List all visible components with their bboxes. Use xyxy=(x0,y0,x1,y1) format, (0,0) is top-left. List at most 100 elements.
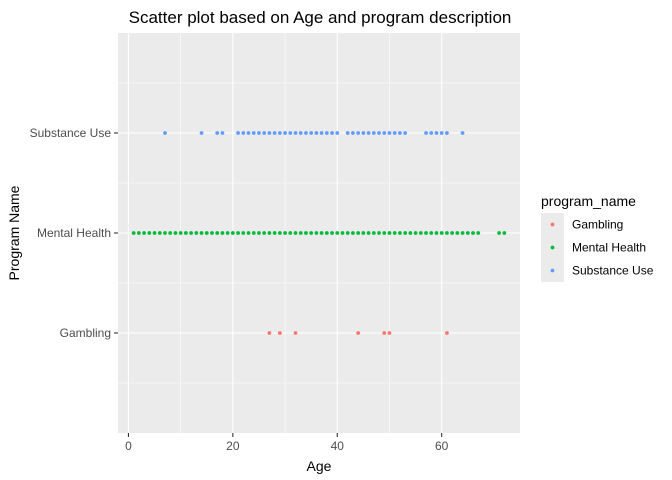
data-point xyxy=(236,231,240,235)
data-point xyxy=(277,231,282,235)
data-point xyxy=(392,231,397,235)
data-point xyxy=(272,231,277,235)
data-point xyxy=(356,231,361,235)
y-tick-label: Gambling xyxy=(60,326,111,340)
data-point xyxy=(309,131,314,135)
x-tick-label: 20 xyxy=(226,439,240,453)
data-point xyxy=(345,131,350,135)
data-point xyxy=(277,131,282,135)
data-point xyxy=(371,131,376,135)
data-point xyxy=(450,231,455,235)
data-point xyxy=(257,231,261,235)
data-point xyxy=(314,231,319,235)
data-point xyxy=(267,331,272,335)
data-point xyxy=(251,231,256,235)
data-point xyxy=(429,231,434,235)
data-point xyxy=(445,131,449,135)
data-point xyxy=(189,231,193,235)
data-point xyxy=(361,231,366,235)
x-tick-label: 60 xyxy=(435,439,449,453)
data-point xyxy=(377,131,381,135)
data-point xyxy=(351,231,355,235)
data-point xyxy=(314,131,319,135)
data-point xyxy=(324,231,329,235)
data-point xyxy=(178,231,183,235)
data-point xyxy=(173,231,178,235)
data-point xyxy=(371,231,376,235)
data-point xyxy=(418,231,423,235)
legend-marker xyxy=(550,222,555,227)
data-point xyxy=(304,131,308,135)
y-tick-label: Substance Use xyxy=(30,126,112,140)
chart-title: Scatter plot based on Age and program de… xyxy=(129,8,512,27)
data-point xyxy=(293,131,298,135)
data-point xyxy=(230,231,235,235)
legend: program_name Gambling Mental Health Substa… xyxy=(541,193,654,282)
data-point xyxy=(309,231,314,235)
data-point xyxy=(215,231,220,235)
data-point xyxy=(246,231,251,235)
data-point xyxy=(147,231,152,235)
data-point xyxy=(424,131,428,135)
data-point xyxy=(262,231,267,235)
data-point xyxy=(293,231,298,235)
data-point xyxy=(351,131,355,135)
data-point xyxy=(199,231,204,235)
data-point xyxy=(215,131,220,135)
data-point xyxy=(288,131,293,135)
data-point xyxy=(330,231,334,235)
data-point xyxy=(398,231,402,235)
data-point xyxy=(377,231,381,235)
data-point xyxy=(152,231,157,235)
data-point xyxy=(225,231,230,235)
data-point xyxy=(502,231,507,235)
data-point xyxy=(142,231,147,235)
data-point xyxy=(398,131,402,135)
data-point xyxy=(131,231,136,235)
data-point xyxy=(168,231,173,235)
data-point xyxy=(382,231,387,235)
data-point xyxy=(204,231,209,235)
data-point xyxy=(246,131,251,135)
data-point xyxy=(356,131,361,135)
data-point xyxy=(476,231,481,235)
data-point xyxy=(429,131,434,135)
data-point xyxy=(251,131,256,135)
data-point xyxy=(340,231,345,235)
x-axis: 0 20 40 60 xyxy=(125,433,449,453)
legend-marker xyxy=(550,268,555,273)
data-point xyxy=(220,131,225,135)
legend-label: Substance Use xyxy=(572,264,654,278)
data-point xyxy=(277,331,282,335)
legend-marker xyxy=(550,245,555,250)
data-point xyxy=(445,231,449,235)
data-point xyxy=(283,231,287,235)
data-point xyxy=(424,231,428,235)
x-tick-label: 40 xyxy=(331,439,345,453)
data-point xyxy=(460,131,465,135)
data-point xyxy=(194,231,199,235)
data-point xyxy=(267,131,272,135)
data-point xyxy=(163,231,167,235)
data-point xyxy=(408,231,413,235)
data-point xyxy=(439,131,444,135)
data-point xyxy=(335,231,340,235)
data-point xyxy=(319,231,324,235)
data-point xyxy=(304,231,308,235)
data-point xyxy=(387,131,392,135)
data-point xyxy=(163,131,167,135)
data-point xyxy=(439,231,444,235)
data-point xyxy=(403,231,408,235)
data-point xyxy=(257,131,261,135)
data-point xyxy=(298,231,303,235)
data-point xyxy=(497,231,502,235)
data-point xyxy=(330,131,334,135)
data-point xyxy=(324,131,329,135)
data-point xyxy=(366,131,371,135)
data-point xyxy=(236,131,240,135)
data-point xyxy=(356,331,361,335)
data-point xyxy=(382,131,387,135)
legend-label: Mental Health xyxy=(572,241,646,255)
data-point xyxy=(283,131,287,135)
